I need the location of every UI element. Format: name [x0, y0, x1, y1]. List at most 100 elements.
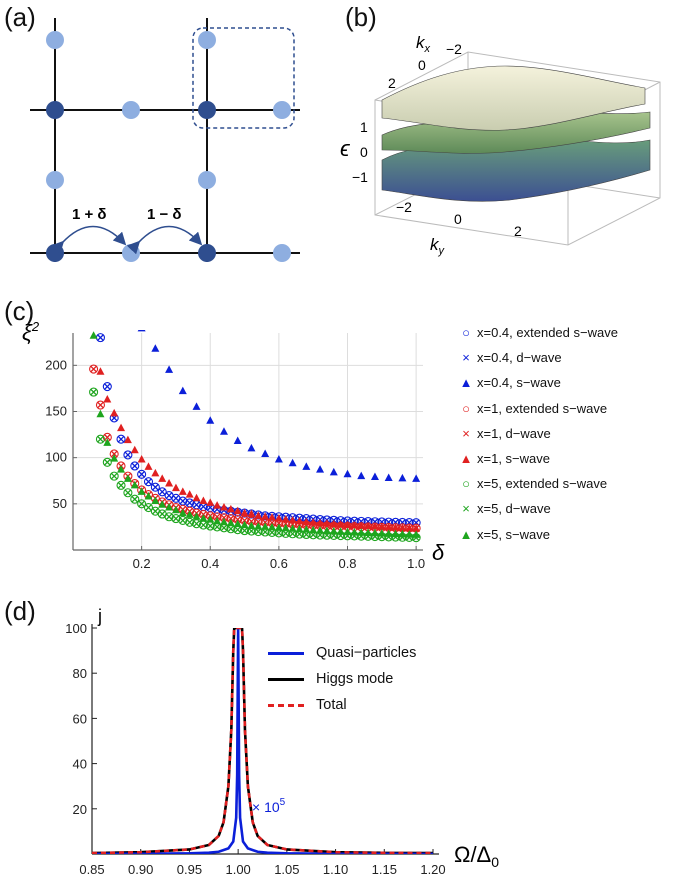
- data-point-x: [124, 489, 131, 496]
- data-point-x: [131, 496, 138, 503]
- data-point-x: [227, 515, 234, 522]
- plot-area: [92, 628, 433, 854]
- data-point-triangle: [274, 514, 283, 522]
- legend-item: ▲ x=1, s−wave: [455, 446, 618, 471]
- y-tick-label: 150: [45, 403, 67, 418]
- unit-cell-box: [192, 27, 295, 129]
- data-point-x: [172, 515, 180, 522]
- data-point-x: [111, 473, 118, 480]
- data-point-triangle: [96, 409, 105, 418]
- data-point-x: [186, 499, 193, 506]
- x-tick-label: 1.05: [274, 862, 299, 877]
- chart-c-legend: ○ x=0.4, extended s−wave × x=0.4, d−wave ▲…: [455, 320, 618, 547]
- scale-annotation: × 105: [252, 797, 286, 815]
- data-point-triangle: [130, 445, 139, 454]
- data-point-triangle: [322, 519, 331, 527]
- data-point-triangle: [412, 474, 421, 482]
- data-point-circle: [164, 512, 174, 522]
- data-point-triangle: [391, 523, 400, 531]
- data-point-triangle: [171, 505, 180, 514]
- data-point-triangle: [384, 529, 393, 537]
- legend-item: × x=5, d−wave: [455, 496, 618, 521]
- dark-site: [198, 244, 216, 262]
- x-tick-label: 1.20: [420, 862, 445, 877]
- lattice-diagram: 1 + δ 1 − δ: [30, 18, 300, 262]
- data-point-triangle: [302, 517, 311, 526]
- data-point-triangle: [350, 527, 359, 536]
- data-point-x: [104, 434, 111, 441]
- x-marker-icon: ×: [462, 501, 470, 517]
- data-point-triangle: [199, 514, 208, 522]
- y-axis-label: j: [97, 606, 102, 626]
- solid-line-icon: [268, 651, 304, 655]
- data-point-triangle: [254, 521, 263, 530]
- data-point-triangle: [103, 438, 112, 446]
- y-tick-label: 200: [45, 357, 67, 372]
- light-site: [198, 171, 216, 189]
- data-point-circle: [102, 457, 112, 467]
- data-point-triangle: [110, 408, 119, 417]
- data-point-triangle: [151, 468, 160, 477]
- data-point-triangle: [295, 516, 304, 525]
- x-axis-label: δ: [432, 540, 445, 565]
- data-point-circle: [143, 502, 154, 513]
- data-point-x: [255, 528, 262, 535]
- data-point-x: [124, 451, 131, 458]
- data-point-x: [111, 450, 118, 458]
- hop-arrow-right: [126, 225, 203, 255]
- data-point-triangle: [144, 462, 153, 470]
- data-point-x: [97, 401, 104, 409]
- ky-tick: 0: [454, 211, 462, 227]
- ky-tick: −2: [396, 199, 412, 215]
- circle-marker-icon: ○: [462, 400, 470, 416]
- data-point-x: [138, 500, 145, 507]
- light-site: [46, 31, 64, 49]
- data-point-triangle: [274, 455, 283, 463]
- data-point-triangle: [206, 416, 215, 424]
- data-point-x: [220, 524, 228, 531]
- data-point-triangle: [261, 522, 270, 530]
- data-point-triangle: [178, 487, 187, 495]
- x-marker-icon: ×: [462, 350, 470, 366]
- data-point-circle: [157, 487, 167, 497]
- circle-marker-icon: ○: [462, 476, 470, 492]
- data-point-x: [104, 383, 111, 390]
- data-point-triangle: [137, 330, 146, 332]
- data-point-triangle: [137, 455, 146, 463]
- data-point-x: [255, 518, 262, 525]
- data-point-x: [214, 523, 221, 530]
- data-point-x: [248, 528, 255, 535]
- data-point-triangle: [377, 529, 386, 537]
- data-point-triangle: [350, 521, 359, 529]
- data-point-triangle: [329, 519, 338, 528]
- hop-arrow-left: [50, 225, 127, 255]
- hop-label-right: 1 − δ: [147, 206, 182, 223]
- data-point-triangle: [117, 423, 126, 432]
- y-tick-label: 80: [73, 666, 87, 681]
- data-point-x: [227, 525, 234, 532]
- y-tick-label: 20: [73, 802, 87, 817]
- xi-squared-scatter-chart: 0.2 0.4 0.6 0.8 1.0 50 100 150 200 ξ2 δ: [22, 319, 445, 571]
- data-point-triangle: [219, 517, 228, 526]
- light-site: [122, 244, 140, 262]
- data-point-triangle: [295, 524, 304, 533]
- data-point-circle: [150, 482, 160, 492]
- data-point-x: [234, 526, 241, 533]
- data-point-triangle: [336, 527, 345, 535]
- data-point-triangle: [336, 520, 345, 528]
- data-point-triangle: [130, 480, 139, 489]
- kx-axis-label: kx: [416, 33, 431, 55]
- data-point-triangle: [370, 522, 379, 530]
- legend-label: x=0.4, extended s−wave: [477, 325, 618, 341]
- legend-label: x=5, d−wave: [477, 501, 551, 517]
- legend-label: Higgs mode: [316, 671, 394, 687]
- data-point-x: [303, 531, 310, 538]
- data-point-triangle: [178, 386, 187, 395]
- data-point-triangle: [281, 523, 290, 532]
- x-tick-label: 0.8: [338, 556, 356, 571]
- kx-tick: 0: [418, 57, 426, 73]
- triangle-marker-icon: ▲: [459, 451, 473, 467]
- data-point-circle: [116, 434, 126, 444]
- data-point-x: [234, 516, 241, 523]
- data-point-circle: [171, 514, 181, 524]
